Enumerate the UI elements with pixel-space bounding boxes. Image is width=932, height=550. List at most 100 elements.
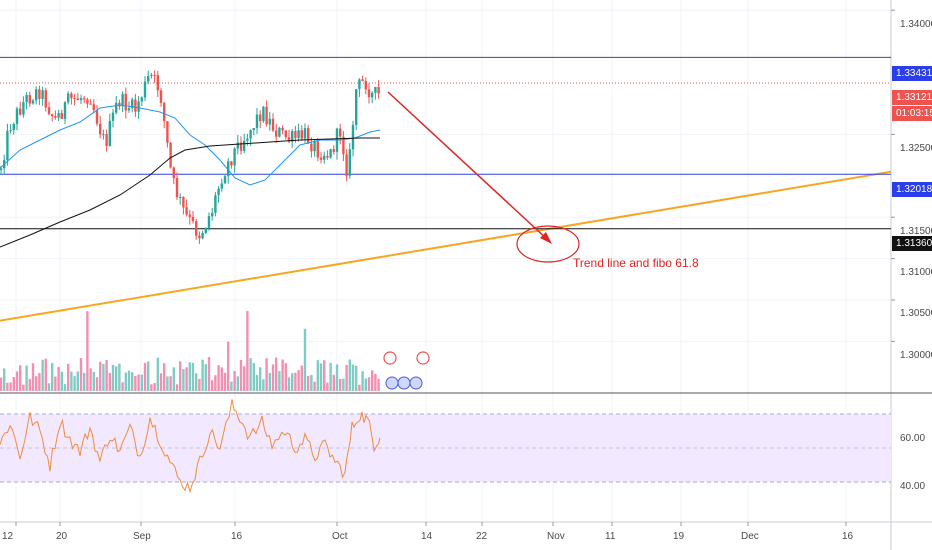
candle-body — [57, 113, 60, 118]
volume-bar — [348, 359, 351, 391]
candle-body — [345, 154, 348, 176]
volume-bar — [140, 374, 143, 391]
event-icon — [409, 376, 423, 390]
volume-bar — [294, 372, 297, 391]
volume-bar — [79, 358, 83, 391]
candle-body — [326, 155, 329, 158]
candle-body — [44, 90, 47, 108]
candle-body — [6, 130, 9, 161]
volume-bar — [339, 378, 342, 391]
candle-body — [131, 99, 134, 109]
candle-body — [377, 87, 380, 94]
price-tick: 1.31500 — [900, 226, 932, 237]
candle-body — [89, 103, 92, 105]
candle-body — [300, 130, 303, 139]
candle-body — [303, 128, 307, 139]
candle-body — [364, 80, 367, 90]
candle-body — [191, 216, 195, 222]
candle-body — [54, 116, 57, 118]
candle-body — [73, 98, 76, 100]
volume-bar — [249, 358, 252, 391]
volume-bar — [92, 371, 95, 391]
event-icon — [416, 351, 430, 365]
candle-body — [156, 75, 159, 91]
volume-bar — [124, 372, 127, 391]
candle-body — [188, 214, 191, 217]
candle-body — [95, 110, 99, 124]
time-tick: 11 — [605, 531, 616, 542]
candle-body — [153, 74, 156, 76]
volume-bar — [12, 377, 15, 391]
candle-body — [259, 114, 262, 122]
candle-body — [211, 212, 214, 217]
candle-body — [262, 106, 265, 122]
candle-body — [374, 87, 377, 93]
candle-body — [83, 98, 86, 100]
volume-bar — [217, 365, 220, 391]
volume-bar — [15, 371, 19, 391]
volume-bar — [179, 361, 182, 391]
volume-bar — [220, 367, 223, 391]
volume-bar — [332, 374, 335, 391]
volume-bar — [121, 382, 124, 391]
volume-bar — [115, 366, 118, 391]
volume-bar — [223, 372, 227, 391]
volume-bar — [287, 377, 291, 391]
time-tick: 14 — [421, 531, 433, 542]
candle-body — [35, 89, 38, 101]
volume-bar — [95, 377, 99, 391]
volume-bar — [227, 341, 230, 391]
volume-bar — [166, 376, 169, 391]
candle-body — [233, 148, 236, 166]
volume-bar — [28, 378, 31, 391]
volume-bar — [38, 373, 41, 391]
candle-body — [137, 101, 140, 112]
volume-bar — [201, 359, 204, 391]
volume-bar — [150, 384, 153, 391]
volume-bar — [63, 384, 67, 391]
level-tag-1: 1.33431 — [892, 66, 932, 81]
annotation-text: Trend line and fibo 61.8 — [573, 256, 699, 270]
volume-bar — [127, 370, 131, 391]
candle-body — [76, 98, 79, 101]
volume-bar — [243, 366, 246, 391]
volume-bar — [310, 374, 313, 391]
volume-bar — [60, 371, 63, 391]
volume-bar — [51, 363, 54, 391]
event-icon — [383, 351, 397, 365]
volume-bar — [262, 379, 265, 391]
volume-bar — [268, 373, 271, 391]
candle-body — [166, 121, 169, 143]
candle-body — [182, 197, 185, 208]
volume-bar — [358, 384, 361, 391]
volume-bar — [326, 382, 329, 391]
candle-body — [323, 155, 326, 160]
event-icon — [385, 376, 399, 390]
volume-bar — [83, 372, 86, 391]
volume-bar — [214, 375, 217, 391]
time-tick: 22 — [476, 531, 488, 542]
volume-bar — [345, 364, 348, 391]
volume-bar — [233, 371, 236, 391]
candle-body — [22, 102, 25, 115]
candle-body — [127, 108, 131, 111]
candle-body — [217, 188, 220, 196]
candle-body — [92, 104, 95, 111]
candle-body — [265, 106, 268, 125]
candle-body — [207, 216, 211, 228]
candle-body — [12, 123, 15, 130]
volume-bar — [281, 359, 284, 391]
candle-body — [275, 130, 278, 137]
candle-body — [239, 142, 243, 151]
volume-bar — [143, 362, 147, 391]
candle-body — [175, 178, 179, 198]
candle-body — [227, 161, 230, 177]
volume-bar — [316, 360, 319, 391]
volume-bar — [198, 378, 201, 391]
volume-bar — [41, 359, 44, 391]
projection-arrow — [387, 91, 549, 241]
price-tick: 1.31000 — [900, 267, 932, 278]
candle-body — [108, 120, 111, 146]
volume-bar — [111, 364, 115, 391]
time-tick: 20 — [56, 531, 68, 542]
